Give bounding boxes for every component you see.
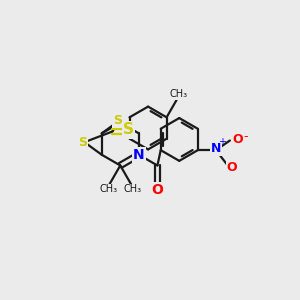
Text: S: S: [78, 136, 87, 149]
Text: O: O: [232, 133, 243, 146]
Text: N: N: [133, 148, 145, 162]
Text: CH₃: CH₃: [123, 184, 142, 194]
Text: O: O: [152, 183, 164, 197]
Text: +: +: [218, 137, 226, 147]
Text: S: S: [123, 122, 134, 137]
Text: O: O: [227, 160, 237, 173]
Text: S: S: [113, 114, 122, 127]
Text: -: -: [243, 130, 248, 142]
Text: CH₃: CH₃: [170, 89, 188, 99]
Text: N: N: [211, 142, 221, 155]
Text: CH₃: CH₃: [99, 184, 117, 194]
